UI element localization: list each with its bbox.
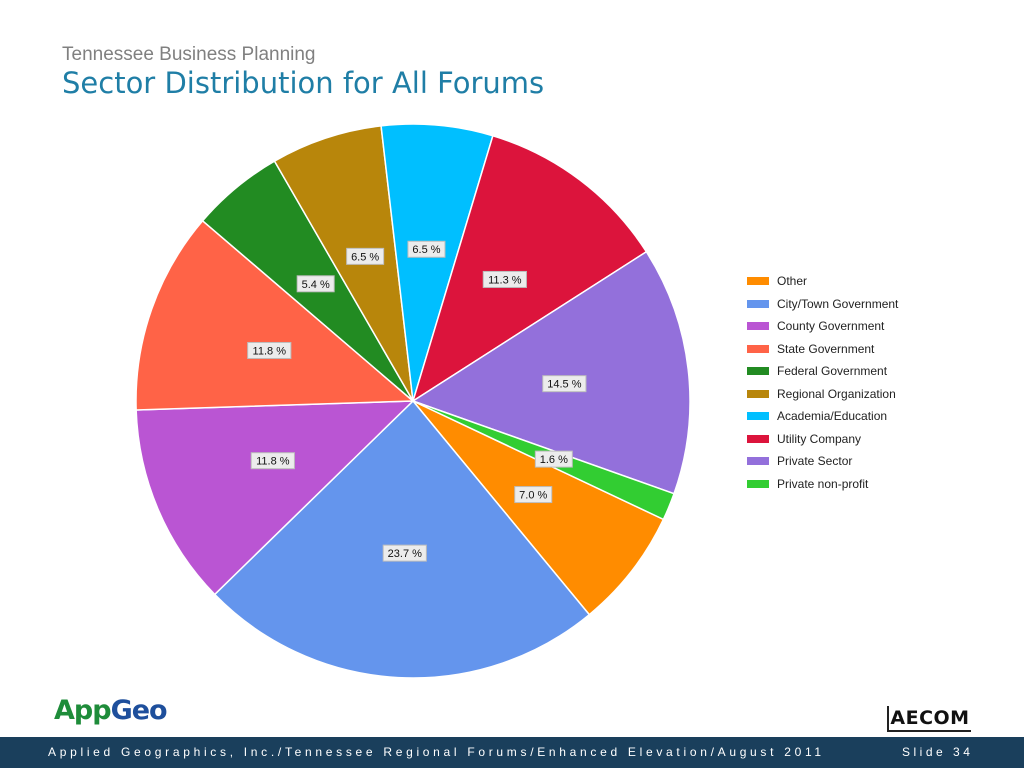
data-label-regional-organization: 6.5 % — [346, 247, 385, 265]
legend-label: Private Sector — [777, 454, 853, 469]
legend-swatch — [747, 412, 769, 421]
data-label-box — [346, 247, 385, 265]
pie-slice-county-government — [135, 400, 415, 596]
legend-item-city-town-government: City/Town Government — [747, 293, 898, 316]
data-label-box — [482, 270, 527, 288]
legend-item-other: Other — [747, 270, 898, 293]
footer-text: Applied Geographics, Inc./Tennessee Regi… — [48, 745, 825, 759]
legend-label: City/Town Government — [777, 296, 899, 311]
legend-swatch — [747, 457, 769, 466]
data-label-academia-education: 6.5 % — [407, 240, 446, 258]
legend-item-academia-education: Academia/Education — [747, 405, 898, 428]
legend-label: Private non-profit — [777, 476, 869, 491]
data-label-text: 23.7 % — [388, 548, 422, 560]
appgeo-logo: AppGeo — [54, 695, 168, 726]
legend-swatch — [747, 344, 769, 353]
legend-swatch — [747, 479, 769, 488]
data-label-text: 6.5 % — [412, 244, 440, 256]
chart-area: 7.0 % 23.7 % 11.8 % 11.8 % 5.4 % 6.5 % 6.5 % 11… — [88, 108, 988, 700]
data-label-text: 5.4 % — [302, 279, 330, 291]
legend-swatch — [747, 322, 769, 331]
data-label-box — [534, 450, 573, 468]
legend-label: Utility Company — [777, 431, 862, 446]
data-label-box — [250, 452, 295, 470]
legend-item-regional-organization: Regional Organization — [747, 383, 898, 406]
logo-app-text: App — [54, 695, 112, 726]
data-label-utility-company: 11.3 % — [482, 270, 527, 288]
legend-item-utility-company: Utility Company — [747, 428, 898, 451]
data-label-county-government: 11.8 % — [250, 452, 295, 470]
pie-slice-regional-organization — [273, 125, 414, 402]
data-label-text: 11.8 % — [256, 456, 290, 468]
legend-label: Federal Government — [777, 364, 888, 379]
footer-bar: Applied Geographics, Inc./Tennessee Regi… — [0, 737, 1024, 768]
pie-slice-other — [412, 400, 665, 616]
data-label-text: 7.0 % — [519, 490, 547, 502]
legend-swatch — [747, 389, 769, 398]
legend-item-federal-government: Federal Government — [747, 360, 898, 383]
legend-swatch — [747, 277, 769, 286]
legend-label: Other — [777, 274, 808, 289]
legend-label: County Government — [777, 319, 885, 334]
data-label-text: 11.8 % — [253, 345, 287, 357]
data-label-box — [514, 486, 553, 504]
aecom-logo: AECOM — [887, 706, 971, 732]
data-label-box — [247, 341, 292, 359]
logo-geo-text: Geo — [110, 695, 168, 726]
legend-swatch — [747, 434, 769, 443]
data-label-text: 1.6 % — [540, 454, 568, 466]
legend-item-private-sector: Private Sector — [747, 450, 898, 473]
chart-legend: Other City/Town Government County Govern… — [747, 270, 898, 495]
data-label-city-town-government: 23.7 % — [382, 544, 427, 562]
data-label-box — [542, 375, 587, 393]
data-label-state-government: 11.8 % — [247, 341, 292, 359]
slide-title: Sector Distribution for All Forums — [62, 66, 545, 100]
pie-chart: 7.0 % 23.7 % 11.8 % 11.8 % 5.4 % 6.5 % 6.5 % 11… — [135, 123, 691, 679]
pie-slice-state-government — [135, 219, 415, 411]
legend-item-state-government: State Government — [747, 338, 898, 361]
data-label-box — [382, 544, 427, 562]
slide-subtitle: Tennessee Business Planning — [62, 44, 316, 65]
legend-item-county-government: County Government — [747, 315, 898, 338]
legend-swatch — [747, 367, 769, 376]
data-label-other: 7.0 % — [514, 486, 553, 504]
data-label-text: 6.5 % — [351, 251, 379, 263]
pie-slice-private-sector — [411, 250, 691, 495]
legend-label: State Government — [777, 341, 875, 356]
data-label-box — [407, 240, 446, 258]
legend-item-private-non-profit: Private non-profit — [747, 473, 898, 496]
legend-label: Regional Organization — [777, 386, 896, 401]
data-label-federal-government: 5.4 % — [296, 275, 335, 293]
data-label-private-sector: 14.5 % — [542, 375, 587, 393]
legend-label: Academia/Education — [777, 409, 888, 424]
pie-slice-academia-education — [380, 123, 494, 402]
pie-slice-utility-company — [411, 134, 648, 403]
pie-slice-city-town-government — [213, 399, 591, 679]
data-label-text: 11.3 % — [488, 274, 522, 286]
slide-number: Slide 34 — [902, 745, 974, 759]
legend-swatch — [747, 299, 769, 308]
data-label-text: 14.5 % — [547, 379, 581, 391]
data-label-private-non-profit: 1.6 % — [534, 450, 573, 468]
data-label-box — [296, 275, 335, 293]
